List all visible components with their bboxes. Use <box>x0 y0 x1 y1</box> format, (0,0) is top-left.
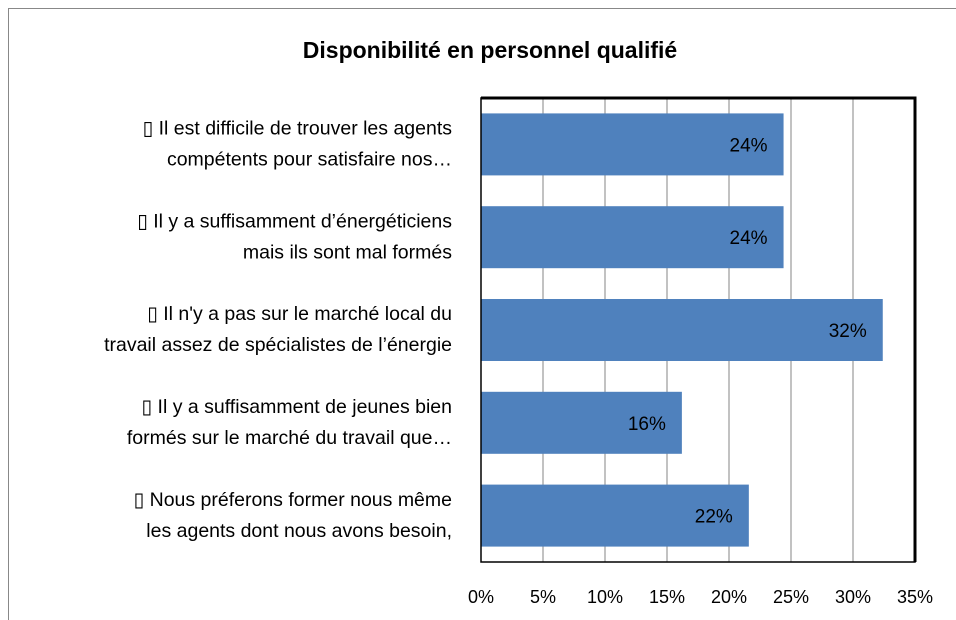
chart-title: Disponibilité en personnel qualifié <box>303 37 677 63</box>
x-tick-label: 35% <box>897 587 933 607</box>
bar <box>481 299 883 361</box>
x-tick-label: 15% <box>649 587 685 607</box>
data-label: 24% <box>730 135 768 156</box>
bar <box>481 391 682 454</box>
y-tick-label: les agents dont nous avons besoin, <box>146 520 452 542</box>
x-tick-label: 10% <box>587 587 623 607</box>
data-label: 22% <box>695 507 733 528</box>
y-tick-label: travail assez de spécialistes de l’énerg… <box>104 334 452 356</box>
y-tick-label: ▯ Il y a suffisamment de jeunes bien <box>141 396 452 418</box>
plot-shadow <box>481 96 917 562</box>
y-tick-label: ▯ Il y a suffisamment d’énergéticiens <box>137 210 452 232</box>
data-label: 24% <box>730 228 768 249</box>
x-tick-label: 5% <box>530 587 556 607</box>
x-tick-label: 0% <box>468 587 494 607</box>
y-tick-label: formés sur le marché du travail que… <box>127 427 452 449</box>
x-tick-label: 20% <box>711 587 747 607</box>
bar <box>481 206 784 269</box>
data-label: 16% <box>628 414 666 435</box>
data-label: 32% <box>829 321 867 342</box>
bar <box>481 113 784 176</box>
x-tick-label: 25% <box>773 587 809 607</box>
y-tick-label: mais ils sont mal formés <box>243 241 452 263</box>
y-tick-label: ▯ Il n'y a pas sur le marché local du <box>147 303 452 325</box>
y-tick-label: ▯ Nous préferons former nous même <box>133 489 452 511</box>
x-tick-label: 30% <box>835 587 871 607</box>
y-tick-label: ▯ Il est difficile de trouver les agents <box>142 118 452 140</box>
bar <box>481 484 749 547</box>
y-tick-label: compétents pour satisfaire nos… <box>167 149 452 171</box>
